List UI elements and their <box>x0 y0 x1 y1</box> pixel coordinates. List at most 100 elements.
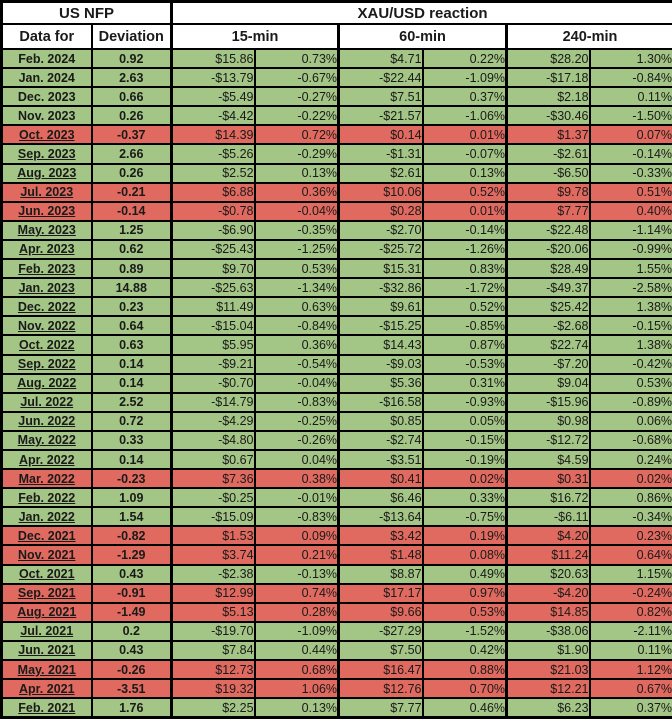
percent-change-cell: -0.84% <box>590 68 672 87</box>
percent-change-cell: 1.38% <box>590 297 672 316</box>
price-change-cell: $4.20 <box>507 526 590 545</box>
month-cell: Jul. 2022 <box>2 393 92 412</box>
percent-change-cell: -0.54% <box>255 355 339 374</box>
deviation-cell: -0.37 <box>92 125 172 144</box>
deviation-cell: 14.88 <box>92 278 172 297</box>
price-change-cell: $5.36 <box>339 374 423 393</box>
price-change-cell: $6.23 <box>507 698 590 718</box>
price-change-cell: $0.67 <box>172 450 255 469</box>
percent-change-cell: 0.46% <box>423 698 507 718</box>
percent-change-cell: -0.25% <box>255 412 339 431</box>
percent-change-cell: -0.99% <box>590 240 672 259</box>
deviation-cell: -0.26 <box>92 660 172 679</box>
percent-change-cell: -0.01% <box>255 488 339 507</box>
percent-change-cell: -1.52% <box>423 622 507 641</box>
price-change-cell: -$9.21 <box>172 355 255 374</box>
deviation-cell: 2.52 <box>92 393 172 412</box>
price-change-cell: $0.98 <box>507 412 590 431</box>
us-nfp-header: US NFP <box>2 2 172 25</box>
price-change-cell: $21.03 <box>507 660 590 679</box>
percent-change-cell: 0.01% <box>423 125 507 144</box>
price-change-cell: -$0.25 <box>172 488 255 507</box>
percent-change-cell: 0.63% <box>255 297 339 316</box>
percent-change-cell: -0.15% <box>590 316 672 335</box>
price-change-cell: -$21.57 <box>339 106 423 125</box>
price-change-cell: $9.04 <box>507 374 590 393</box>
price-change-cell: -$2.70 <box>339 221 423 240</box>
price-change-cell: $12.99 <box>172 584 255 603</box>
percent-change-cell: -0.84% <box>255 316 339 335</box>
deviation-cell: 1.25 <box>92 221 172 240</box>
percent-change-cell: 0.51% <box>590 183 672 202</box>
price-change-cell: -$6.11 <box>507 507 590 526</box>
percent-change-cell: -1.06% <box>423 106 507 125</box>
price-change-cell: $11.49 <box>172 297 255 316</box>
price-change-cell: -$0.78 <box>172 202 255 221</box>
percent-change-cell: -0.67% <box>255 68 339 87</box>
month-cell: May. 2021 <box>2 660 92 679</box>
percent-change-cell: 0.37% <box>590 698 672 718</box>
month-cell: Apr. 2021 <box>2 679 92 698</box>
month-cell: Jun. 2022 <box>2 412 92 431</box>
price-change-cell: -$49.37 <box>507 278 590 297</box>
price-change-cell: $15.86 <box>172 49 255 68</box>
percent-change-cell: -1.25% <box>255 240 339 259</box>
deviation-cell: -0.91 <box>92 584 172 603</box>
price-change-cell: $7.50 <box>339 641 423 660</box>
deviation-cell: -3.51 <box>92 679 172 698</box>
month-cell: Feb. 2022 <box>2 488 92 507</box>
percent-change-cell: -0.75% <box>423 507 507 526</box>
price-change-cell: -$2.61 <box>507 144 590 163</box>
month-cell: Aug. 2021 <box>2 603 92 622</box>
percent-change-cell: 0.73% <box>255 49 339 68</box>
price-change-cell: $12.73 <box>172 660 255 679</box>
deviation-cell: -0.82 <box>92 526 172 545</box>
percent-change-cell: -1.50% <box>590 106 672 125</box>
price-change-cell: $2.52 <box>172 164 255 183</box>
price-change-cell: -$38.06 <box>507 622 590 641</box>
price-change-cell: $16.72 <box>507 488 590 507</box>
price-change-cell: $7.77 <box>507 202 590 221</box>
price-change-cell: -$9.03 <box>339 355 423 374</box>
percent-change-cell: 0.44% <box>255 641 339 660</box>
percent-change-cell: 1.12% <box>590 660 672 679</box>
deviation-cell: -0.14 <box>92 202 172 221</box>
deviation-cell: 0.14 <box>92 355 172 374</box>
price-change-cell: $1.90 <box>507 641 590 660</box>
price-change-cell: -$32.86 <box>339 278 423 297</box>
percent-change-cell: 0.82% <box>590 603 672 622</box>
price-change-cell: -$14.79 <box>172 393 255 412</box>
price-change-cell: $9.70 <box>172 259 255 278</box>
deviation-cell: 0.2 <box>92 622 172 641</box>
price-change-cell: -$2.68 <box>507 316 590 335</box>
month-cell: Nov. 2022 <box>2 316 92 335</box>
month-cell: Feb. 2024 <box>2 49 92 68</box>
col-240min-header: 240-min <box>507 24 672 49</box>
percent-change-cell: 0.83% <box>423 259 507 278</box>
deviation-cell: -1.49 <box>92 603 172 622</box>
price-change-cell: -$22.44 <box>339 68 423 87</box>
price-change-cell: $19.32 <box>172 679 255 698</box>
price-change-cell: $9.61 <box>339 297 423 316</box>
price-change-cell: $15.31 <box>339 259 423 278</box>
percent-change-cell: 0.01% <box>423 202 507 221</box>
price-change-cell: -$30.46 <box>507 106 590 125</box>
percent-change-cell: 0.11% <box>590 641 672 660</box>
price-change-cell: -$4.42 <box>172 106 255 125</box>
percent-change-cell: 0.31% <box>423 374 507 393</box>
percent-change-cell: -1.09% <box>423 68 507 87</box>
deviation-cell: 2.66 <box>92 144 172 163</box>
percent-change-cell: 0.36% <box>255 183 339 202</box>
price-change-cell: -$6.90 <box>172 221 255 240</box>
price-change-cell: -$4.80 <box>172 431 255 450</box>
month-cell: Dec. 2023 <box>2 87 92 106</box>
